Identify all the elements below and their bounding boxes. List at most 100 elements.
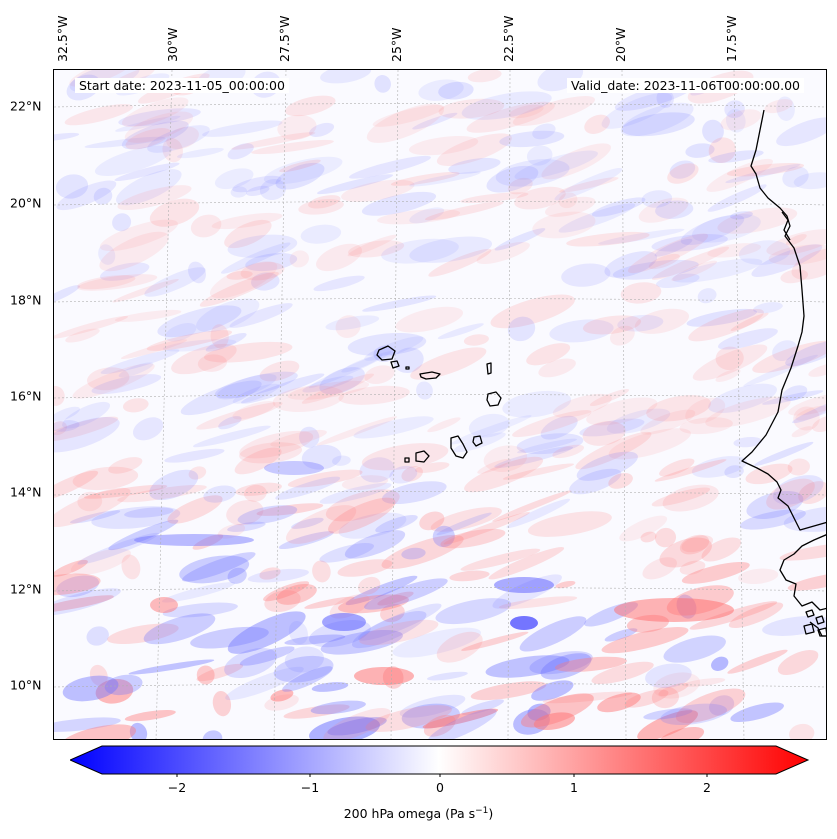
- omega-field-patch: [554, 656, 627, 672]
- omega-field-patch: [302, 375, 354, 393]
- omega-field-patch: [197, 354, 227, 372]
- omega-field-patch: [708, 383, 777, 413]
- omega-field-patch: [282, 666, 333, 692]
- omega-field-patch: [792, 394, 826, 424]
- island-santo-antao: [376, 345, 396, 361]
- omega-field-patch: [494, 228, 546, 251]
- omega-field-patch: [651, 233, 728, 252]
- omega-field-patch: [237, 505, 298, 525]
- omega-field-patch: [422, 708, 499, 729]
- omega-field-patch: [467, 70, 502, 83]
- omega-field-patch: [640, 531, 657, 543]
- omega-field-patch: [620, 282, 662, 304]
- omega-field-patch: [270, 689, 294, 702]
- omega-field-patch: [427, 417, 461, 433]
- island-sao-vicente: [390, 360, 400, 369]
- omega-field-patch: [188, 466, 207, 480]
- omega-field-patch: [554, 168, 623, 201]
- omega-field-patch: [436, 133, 512, 167]
- omega-field-patch: [643, 708, 693, 720]
- omega-field-patch: [648, 253, 680, 270]
- lon-tick-label: 22.5°W: [501, 15, 516, 62]
- omega-field-patch: [227, 234, 298, 258]
- omega-field-patch: [226, 270, 253, 280]
- omega-field-patch: [108, 457, 143, 474]
- omega-field-patch: [301, 373, 374, 404]
- island-bissagos-3: [803, 623, 815, 635]
- omega-field-patch: [772, 475, 824, 505]
- omega-field-patch: [720, 109, 762, 131]
- omega-field-patch: [121, 554, 141, 580]
- omega-field-patch: [372, 104, 445, 127]
- omega-field-patch: [416, 381, 433, 400]
- omega-field-patch: [591, 661, 654, 685]
- omega-field-patch: [227, 521, 266, 532]
- omega-field-patch: [348, 240, 405, 258]
- omega-field-patch: [711, 656, 729, 671]
- omega-field-patch: [259, 178, 287, 201]
- omega-field-patch: [779, 542, 826, 561]
- omega-field-patch: [277, 114, 317, 140]
- omega-field-patch: [272, 385, 345, 412]
- omega-field-patch: [604, 251, 658, 278]
- omega-field-patch: [395, 306, 464, 333]
- lon-tick-label: 32.5°W: [55, 15, 70, 62]
- omega-field-patch: [619, 515, 668, 542]
- omega-field-patch: [91, 374, 162, 395]
- omega-field-patch: [762, 615, 826, 636]
- omega-field-patch: [328, 497, 396, 534]
- omega-field-patch: [591, 197, 646, 217]
- omega-field-patch: [733, 436, 763, 448]
- omega-field-patch: [701, 537, 742, 562]
- omega-field-patch: [526, 145, 553, 166]
- omega-field-patch: [793, 172, 826, 190]
- omega-field-patch: [612, 259, 699, 280]
- omega-field-patch: [390, 171, 460, 186]
- omega-field-patch: [667, 163, 699, 184]
- omega-field-patch: [251, 139, 334, 155]
- omega-field-patch: [393, 347, 424, 373]
- island-bissagos-1: [805, 609, 815, 618]
- omega-field-patch: [377, 591, 414, 606]
- omega-field-patch: [685, 397, 726, 424]
- omega-field-patch: [542, 691, 633, 704]
- omega-field-patch: [601, 626, 689, 654]
- omega-field-patch: [651, 686, 679, 709]
- omega-field-patch: [347, 234, 397, 257]
- omega-field-patch: [715, 369, 741, 382]
- omega-field-patch: [787, 458, 810, 476]
- omega-field-patch: [634, 308, 690, 334]
- omega-field-patch: [162, 138, 183, 163]
- omega-field-patch: [276, 583, 317, 605]
- omega-field-patch: [316, 243, 362, 272]
- omega-field-patch: [656, 273, 700, 289]
- omega-field-patch: [777, 649, 819, 676]
- omega-field-patch: [304, 596, 355, 609]
- omega-field-patch: [468, 413, 510, 438]
- omega-field-patch: [707, 184, 767, 212]
- omega-field-patch: [679, 417, 733, 435]
- omega-field-patch: [427, 708, 497, 739]
- omega-field-patch: [56, 575, 100, 598]
- omega-field-patch: [209, 261, 278, 299]
- omega-field-patch: [808, 362, 826, 377]
- omega-field-patch: [320, 629, 403, 655]
- omega-field-patch: [466, 101, 555, 133]
- omega-field-patch: [381, 534, 464, 570]
- omega-field-patch: [620, 102, 694, 137]
- omega-field-patch: [519, 616, 587, 652]
- omega-field-patch: [83, 484, 168, 499]
- omega-field-patch: [54, 385, 65, 406]
- colorbar-tick-label: 2: [703, 780, 711, 795]
- omega-field-patch: [812, 415, 826, 433]
- omega-field-patch: [427, 671, 468, 681]
- omega-field-patch: [507, 316, 536, 342]
- omega-field-patch: [241, 373, 325, 404]
- omega-field-patch: [54, 421, 67, 436]
- omega-field-patch: [337, 559, 393, 577]
- omega-field-patch: [624, 689, 669, 708]
- omega-field-patch: [488, 547, 565, 580]
- omega-field-patch: [364, 578, 448, 610]
- omega-field-feature: [134, 534, 254, 546]
- omega-field-patch: [124, 111, 194, 143]
